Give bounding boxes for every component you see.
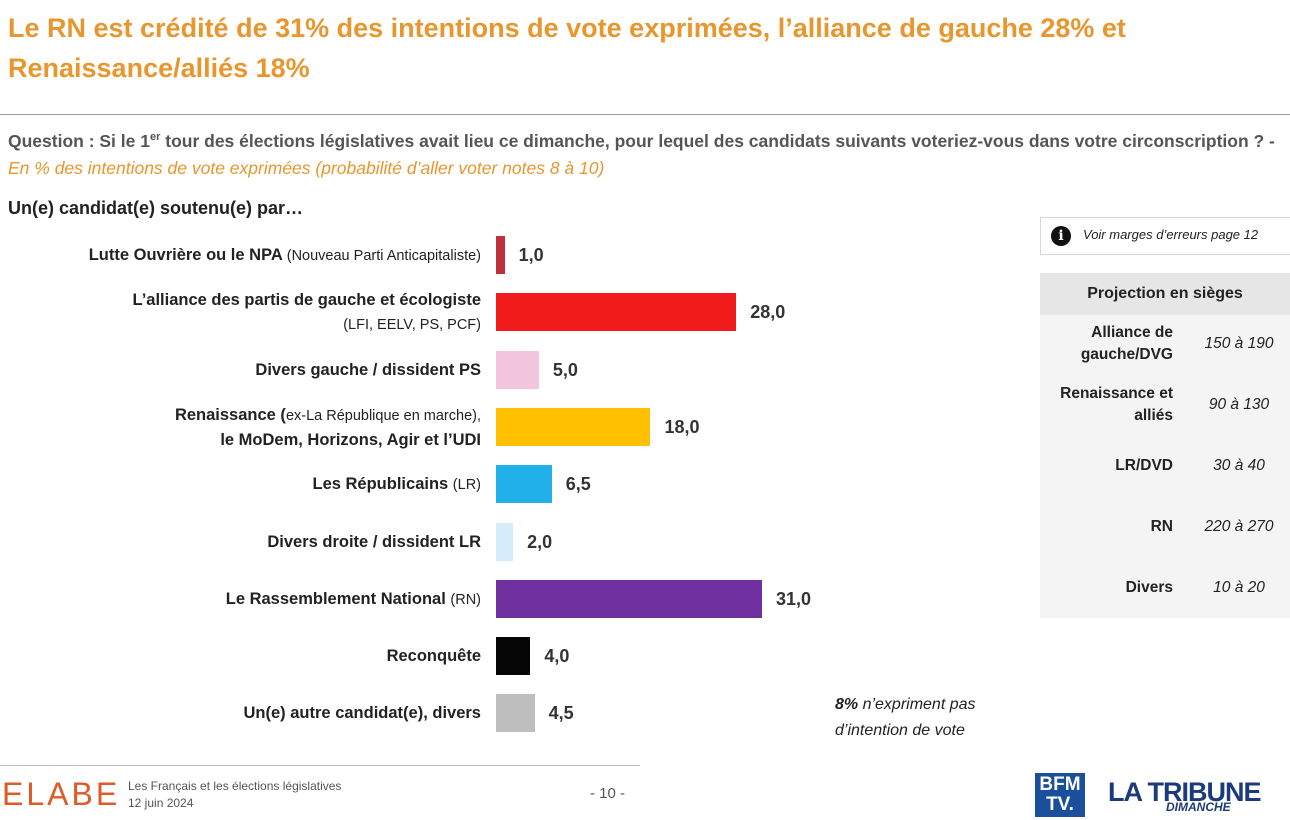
seat-value: 90 à 130 [1208, 396, 1270, 413]
row-label-line1: Renaissance (ex-La République en marche)… [175, 403, 481, 428]
info-icon: i [1051, 226, 1071, 246]
row-label-detail: ex-La République en marche), [285, 407, 481, 424]
row-label: Le Rassemblement National (RN) [226, 587, 481, 612]
seat-label-line1: Renaissance et [1060, 385, 1173, 402]
page-title: Le RN est crédité de 31% des intentions … [8, 13, 1126, 83]
row-label: Un(e) autre candidat(e), divers [244, 701, 481, 726]
seat-label: RN [1151, 516, 1173, 538]
elabe-logo: ELABE [2, 776, 121, 812]
footer-date: 12 juin 2024 [128, 796, 194, 810]
row-label-line1: Le Rassemblement National (RN) [226, 587, 481, 612]
seat-label-line2: gauche/DVG [1080, 346, 1173, 363]
bar [496, 293, 737, 332]
note-bold: 8% [835, 696, 859, 713]
footer-study-title: Les Français et les élections législativ… [128, 779, 342, 793]
row-label-line2: (LFI, EELV, PS, PCF) [343, 317, 481, 334]
row-label: L’alliance des partis de gauche et écolo… [133, 288, 481, 337]
seat-label-line1: Alliance de [1091, 324, 1173, 341]
row-label-main: Divers droite / dissident LR [267, 532, 481, 551]
note-line2: d’intention de vote [835, 722, 965, 739]
seat-label-line1: Divers [1125, 579, 1173, 596]
row-label-main: Les Républicains [312, 475, 453, 494]
title-divider [0, 114, 1290, 115]
row-label: Lutte Ouvrière ou le NPA (Nouveau Parti … [89, 243, 481, 268]
question-sup: er [149, 131, 161, 143]
chart-subheading: Un(e) candidat(e) soutenu(e) par… [8, 198, 304, 218]
bar-value-label: 4,0 [544, 646, 570, 667]
row-label: Divers droite / dissident LR [267, 530, 481, 555]
bar [496, 522, 514, 561]
seat-value: 150 à 190 [1204, 335, 1274, 352]
page-number: - 10 - [590, 785, 626, 802]
seat-label-line1: RN [1150, 518, 1173, 535]
row-label-main: Renaissance ( [174, 405, 286, 424]
bfm-line1: BFM [1039, 774, 1081, 795]
bar [496, 579, 762, 618]
no-intention-note: 8% n’expriment pas d’intention de vote [835, 692, 976, 744]
note-line1: n’expriment pas [858, 696, 976, 713]
row-label: Les Républicains (LR) [313, 472, 482, 497]
row-label-line1: Un(e) autre candidat(e), divers [244, 701, 481, 726]
row-label-line1: Divers droite / dissident LR [267, 530, 481, 555]
seats-header: Projection en sièges [1040, 273, 1290, 315]
row-label-main: Reconquête [386, 647, 481, 666]
bar-value-label: 28,0 [750, 302, 786, 323]
footer-study: Les Français et les élections législativ… [128, 778, 341, 812]
info-text: Voir marges d’erreurs page 12 [1083, 227, 1259, 242]
la-tribune-dimanche: DIMANCHE [1166, 800, 1231, 814]
row-label-main: L’alliance des partis de gauche et écolo… [132, 291, 481, 310]
seat-label: LR/DVD [1115, 455, 1173, 477]
seat-label: Divers [1126, 577, 1173, 599]
bar [496, 694, 535, 733]
question-body: tour des élections législatives avait li… [160, 130, 1275, 151]
question-prefix: Question : Si le 1 [8, 130, 150, 151]
seats-panel: Projection en sièges Alliance de gauche/D… [1040, 273, 1290, 618]
bar-value-label: 18,0 [664, 416, 700, 437]
bfm-tv-logo: BFM TV. [1035, 773, 1085, 817]
row-label-detail: (Nouveau Parti Anticapitaliste) [286, 248, 481, 264]
row-label-line1: Reconquête [387, 644, 481, 669]
seat-label: Alliance de gauche/DVG [1081, 322, 1173, 366]
row-label-line1: Lutte Ouvrière ou le NPA (Nouveau Parti … [89, 243, 481, 268]
bar-value-label: 1,0 [518, 245, 544, 265]
seat-value: 10 à 20 [1213, 579, 1265, 596]
seat-value: 30 à 40 [1213, 457, 1265, 474]
seat-value: 220 à 270 [1204, 518, 1274, 535]
bar [496, 407, 651, 446]
question-note: En % des intentions de vote exprimées (p… [8, 157, 605, 178]
bar-value-label: 6,5 [565, 474, 591, 495]
seat-label: Renaissance et alliés [1060, 383, 1173, 427]
row-label-line1: Les Républicains (LR) [313, 472, 482, 497]
bar-value-label: 4,5 [548, 703, 574, 724]
bar [496, 465, 552, 504]
row-label-line1: L’alliance des partis de gauche et écolo… [133, 288, 481, 313]
row-label: Renaissance (ex-La République en marche)… [175, 403, 481, 452]
row-label-line1: Divers gauche / dissident PS [255, 358, 481, 383]
row-label-detail: (LR) [452, 477, 481, 494]
info-box: i Voir marges d’erreurs page 12 [1040, 217, 1290, 255]
bar [496, 637, 531, 676]
row-label-detail: (RN) [450, 591, 481, 608]
row-label-main: Un(e) autre candidat(e), divers [243, 704, 481, 723]
row-label-main: Le Rassemblement National [225, 589, 451, 608]
row-label-main: Divers gauche / dissident PS [255, 360, 481, 379]
bar-value-label: 2,0 [527, 531, 553, 552]
row-label: Divers gauche / dissident PS [255, 358, 481, 383]
row-label-main: Lutte Ouvrière ou le NPA [88, 246, 287, 264]
bar [496, 236, 505, 274]
question-text: Question : Si le 1er tour des élections … [8, 124, 1283, 182]
bfm-line2: TV. [1046, 794, 1074, 815]
bar-value-label: 31,0 [776, 588, 812, 609]
la-tribune-logo: LA TRIBUNE [1108, 777, 1261, 807]
seat-label-line1: LR/DVD [1115, 457, 1173, 474]
footer-divider [0, 765, 640, 766]
bar [496, 350, 539, 389]
seat-label-line2: alliés [1134, 407, 1173, 424]
row-label: Reconquête [387, 644, 481, 669]
bar-value-label: 5,0 [552, 359, 578, 380]
row-label-line2: le MoDem, Horizons, Agir et l’UDI [220, 430, 481, 449]
